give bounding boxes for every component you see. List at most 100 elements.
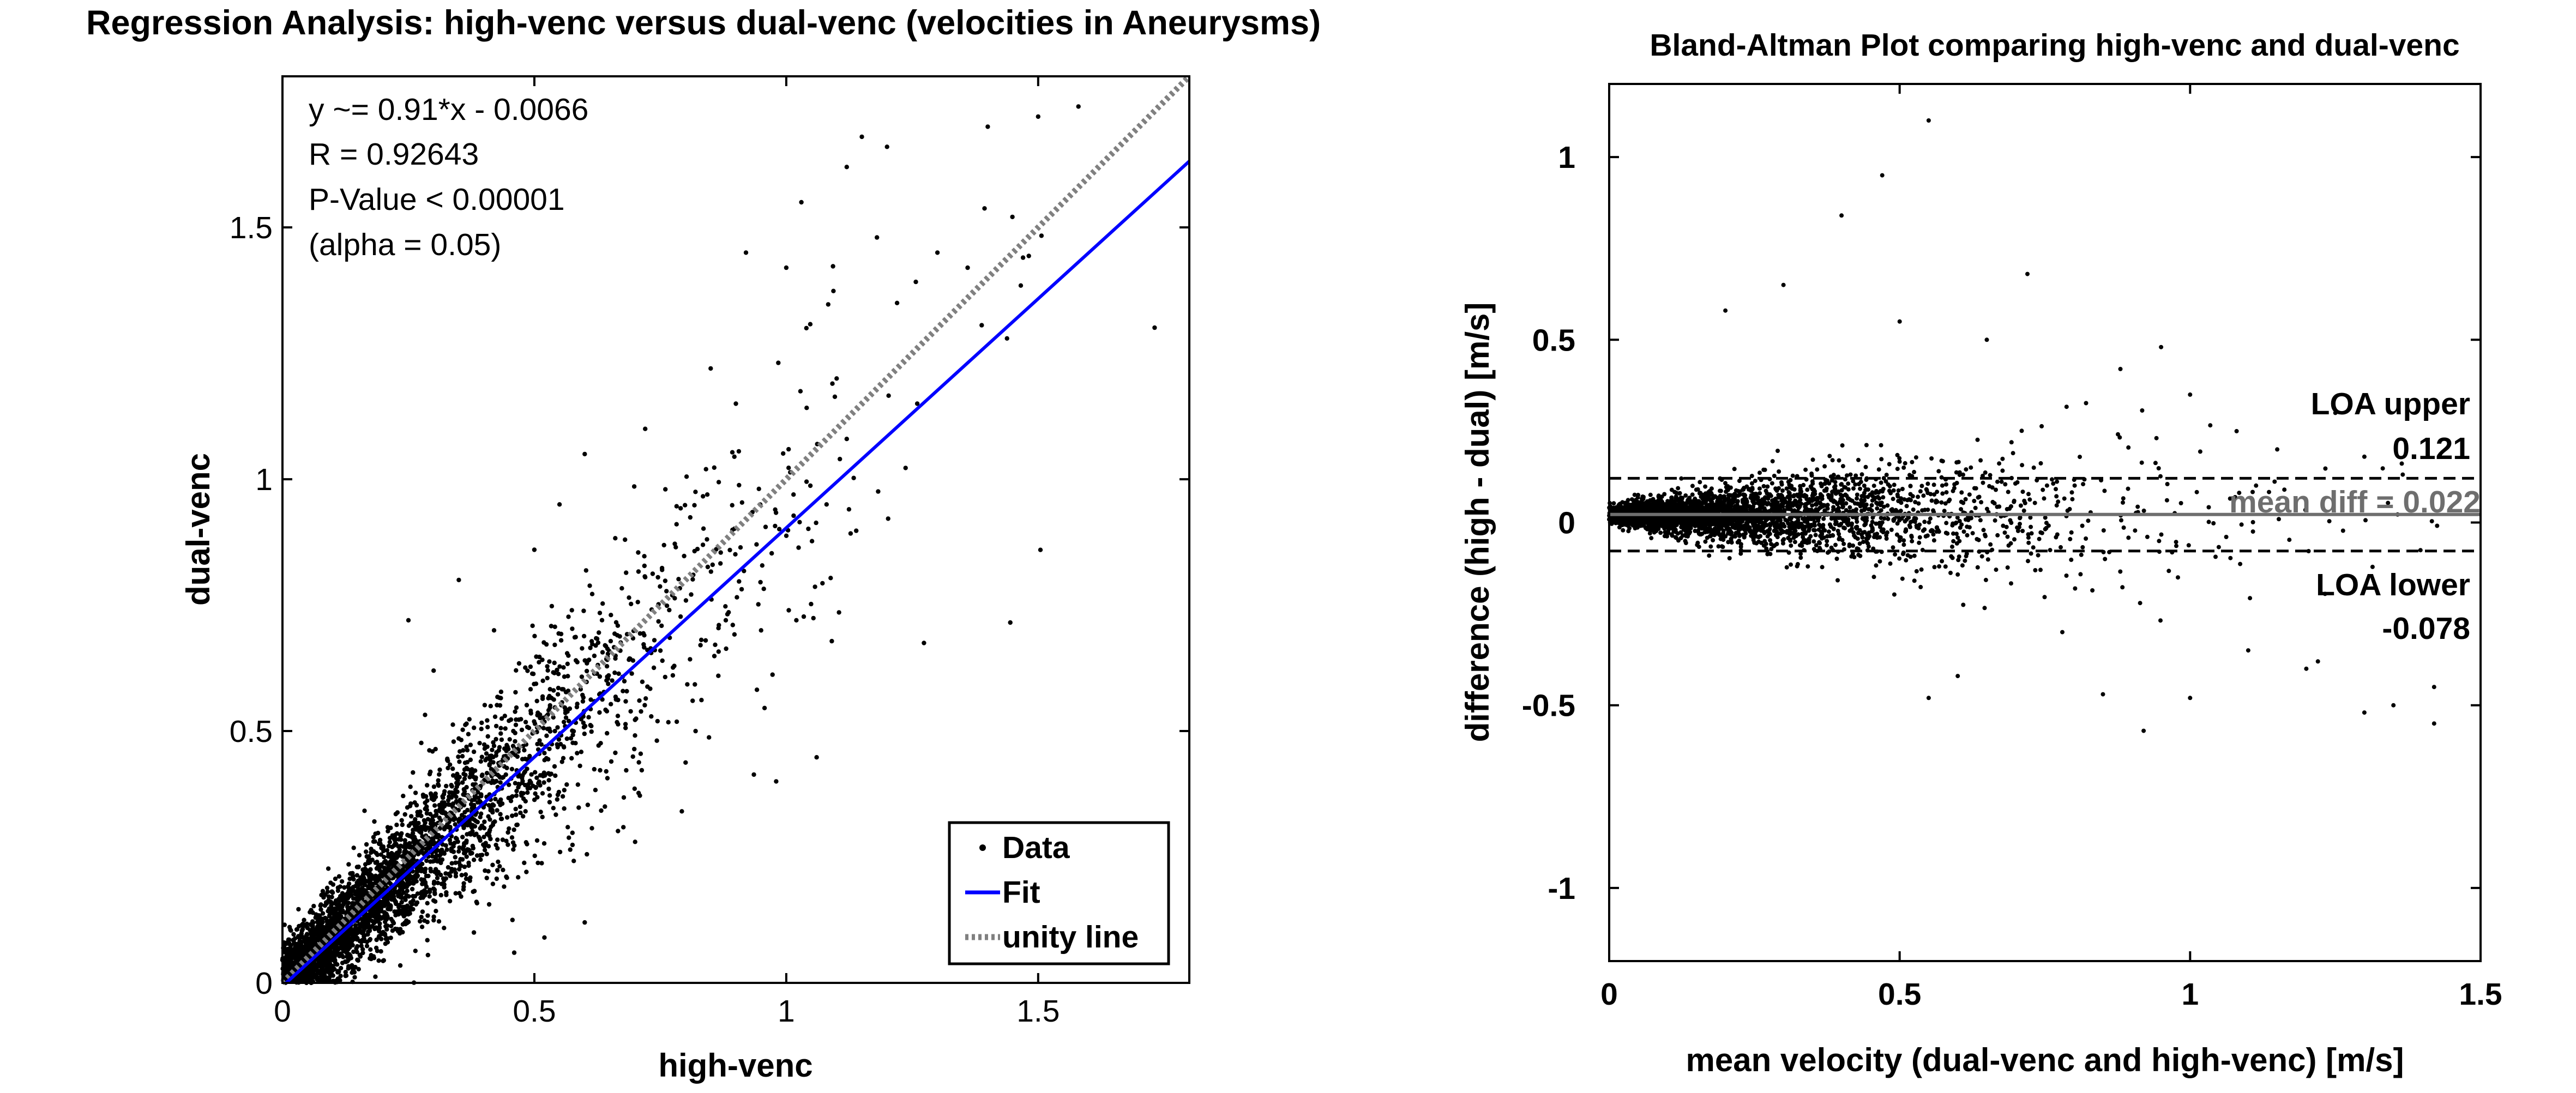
data-point <box>742 569 747 573</box>
data-point <box>848 531 853 536</box>
data-point <box>562 674 567 679</box>
data-point <box>2250 529 2255 534</box>
data-point <box>381 915 386 920</box>
data-point <box>570 733 575 738</box>
data-point <box>670 673 676 678</box>
data-point <box>466 860 471 866</box>
data-point <box>2084 536 2089 541</box>
data-point <box>432 879 437 884</box>
data-point <box>493 736 498 742</box>
data-point <box>464 854 469 859</box>
data-point <box>357 952 362 958</box>
data-point <box>422 818 426 823</box>
data-point <box>589 591 595 596</box>
data-point <box>718 561 723 566</box>
data-point <box>502 884 507 889</box>
data-point <box>565 674 570 679</box>
data-point <box>475 800 480 805</box>
data-point <box>639 709 643 714</box>
data-point <box>510 917 515 922</box>
data-point <box>1992 501 1997 506</box>
data-point <box>570 830 575 835</box>
data-point <box>535 860 540 866</box>
data-point <box>517 782 522 787</box>
data-point <box>844 437 850 442</box>
data-point <box>2211 521 2216 526</box>
data-point <box>844 165 850 170</box>
data-point <box>830 264 835 269</box>
data-point <box>422 869 428 875</box>
data-point <box>450 766 455 771</box>
data-point <box>368 867 372 873</box>
data-point <box>364 849 369 854</box>
data-point <box>487 762 492 767</box>
data-point <box>438 849 443 854</box>
data-point <box>360 947 365 952</box>
data-point <box>552 764 557 769</box>
data-point <box>763 524 768 529</box>
data-point <box>2157 539 2162 544</box>
data-point <box>859 134 864 140</box>
data-point <box>409 814 414 819</box>
data-point <box>407 911 412 916</box>
data-point <box>979 323 984 328</box>
data-point <box>498 726 503 730</box>
data-point <box>510 813 515 818</box>
data-point <box>329 895 334 899</box>
data-point <box>498 731 503 736</box>
data-point <box>830 381 835 386</box>
data-point <box>497 864 502 869</box>
data-point <box>637 698 642 703</box>
data-point <box>482 848 487 853</box>
data-point <box>603 804 607 809</box>
data-point <box>1626 529 1631 534</box>
data-point <box>1858 486 1862 491</box>
data-point <box>489 824 493 829</box>
data-point <box>524 703 529 708</box>
data-point <box>386 829 390 834</box>
data-point <box>478 853 483 858</box>
data-point <box>616 671 621 677</box>
data-point <box>328 909 333 914</box>
data-point <box>427 887 432 892</box>
data-point <box>1901 465 1906 470</box>
data-point <box>654 738 659 743</box>
data-point <box>547 687 552 692</box>
data-point <box>309 973 314 978</box>
data-point <box>413 902 419 907</box>
data-point <box>641 642 646 647</box>
data-point <box>575 782 581 787</box>
stats-equation: y ~= 0.91*x - 0.0066 <box>309 92 588 127</box>
data-point <box>393 838 398 843</box>
data-point <box>529 772 534 777</box>
data-point <box>389 850 394 856</box>
data-point <box>419 877 425 883</box>
data-point <box>584 668 589 674</box>
data-point <box>540 678 545 684</box>
data-point <box>418 895 423 901</box>
data-point <box>739 587 744 592</box>
data-point <box>304 921 309 927</box>
data-point <box>2064 573 2069 578</box>
data-point <box>357 853 362 858</box>
data-point <box>1961 529 1966 534</box>
data-point <box>497 774 502 779</box>
data-point <box>826 302 831 307</box>
data-point <box>496 799 501 805</box>
data-point <box>473 768 478 773</box>
data-point <box>425 783 430 788</box>
data-point <box>495 808 499 813</box>
data-point <box>428 866 433 872</box>
data-point <box>485 734 490 739</box>
data-point <box>456 849 461 854</box>
data-point <box>605 730 610 736</box>
data-point <box>776 360 781 365</box>
data-point <box>2141 508 2146 513</box>
data-point <box>336 874 342 879</box>
data-point <box>708 366 713 371</box>
data-point <box>2119 518 2123 523</box>
data-point <box>405 889 410 893</box>
data-point <box>1889 527 1894 532</box>
data-point <box>522 770 527 775</box>
